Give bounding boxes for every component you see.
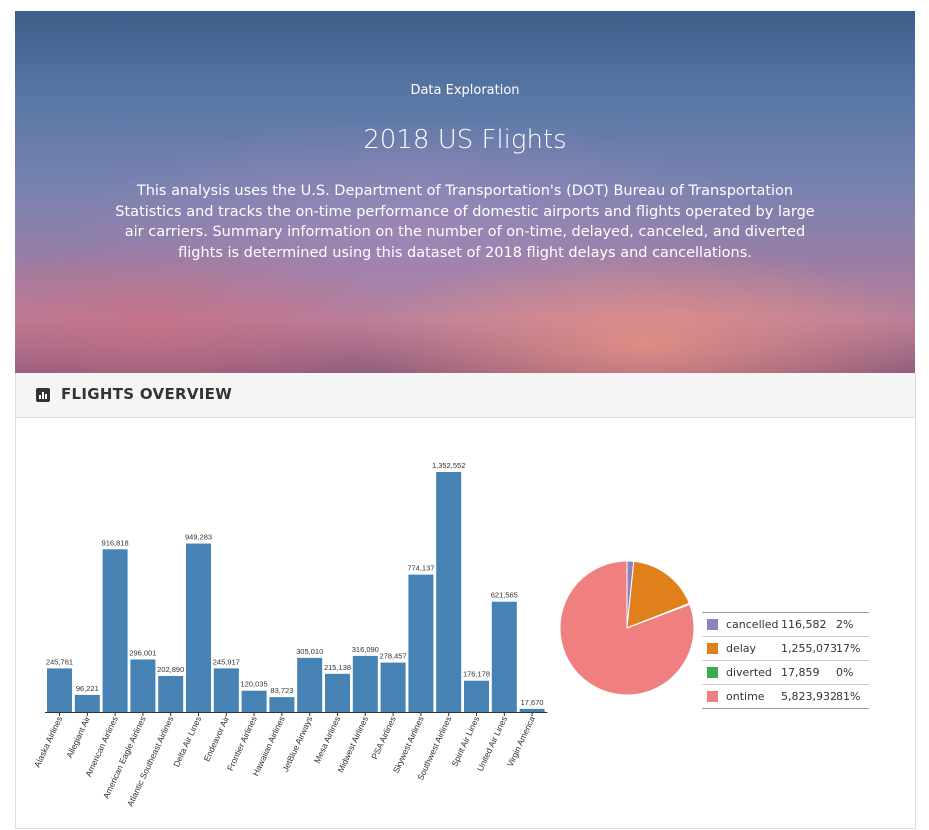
legend-label: diverted	[726, 666, 772, 679]
bar[interactable]	[297, 657, 323, 712]
bar[interactable]	[352, 655, 378, 712]
bar[interactable]	[436, 472, 462, 712]
bar[interactable]	[491, 601, 517, 712]
x-tick-label: Delta Air Lines	[171, 715, 203, 769]
legend-row-diverted[interactable]: diverted 17,859 0%	[702, 660, 869, 684]
bar-value-label: 774,137	[407, 564, 434, 573]
legend-percent: 2%	[836, 618, 854, 631]
x-tick-label: Endeavor Air	[201, 714, 231, 762]
bar[interactable]	[325, 673, 350, 712]
bar[interactable]	[269, 697, 295, 712]
pie-legend: cancelled 116,582 2% delay 1,255,073 17% diver…	[702, 612, 869, 709]
bar[interactable]	[408, 574, 434, 712]
panel-title: FLIGHTS OVERVIEW	[61, 385, 233, 403]
legend-count: 1,255,073	[781, 642, 837, 655]
bar[interactable]	[186, 543, 211, 712]
x-tick-label: JetBlue Airways	[280, 715, 314, 774]
bar-value-label: 245,917	[213, 657, 240, 666]
bar-value-label: 278,457	[380, 652, 407, 661]
bar-value-label: 83,723	[270, 686, 293, 695]
legend-label: delay	[726, 642, 757, 655]
bar[interactable]	[213, 668, 239, 712]
bar-value-label: 316,090	[352, 645, 379, 654]
legend-swatch	[707, 643, 718, 654]
bar[interactable]	[102, 549, 128, 712]
flights-overview-panel: FLIGHTS OVERVIEW	[15, 373, 916, 829]
bar-value-label: 96,221	[76, 684, 99, 693]
bar[interactable]	[380, 662, 406, 712]
hero-subtitle: Data Exploration	[410, 83, 520, 98]
legend-count: 17,859	[781, 666, 820, 679]
legend-count: 116,582	[781, 618, 827, 631]
x-tick-label: Virgin America	[505, 714, 537, 768]
bar-value-label: 296,001	[129, 648, 156, 657]
legend-count: 5,823,932	[781, 690, 837, 703]
legend-label: ontime	[726, 690, 765, 703]
bar[interactable]	[519, 708, 545, 712]
bar-value-label: 916,818	[102, 538, 129, 547]
bar-value-label: 1,352,552	[432, 461, 465, 470]
hero-banner: Data Exploration 2018 US Flights This an…	[15, 11, 915, 373]
bar[interactable]	[241, 690, 267, 712]
bar-value-label: 245,761	[46, 657, 73, 666]
legend-row-delay[interactable]: delay 1,255,073 17%	[702, 636, 869, 660]
bar-value-label: 176,178	[463, 670, 490, 679]
legend-swatch	[707, 619, 718, 630]
hero-title: 2018 US Flights	[363, 125, 567, 155]
bar[interactable]	[74, 694, 100, 712]
bar-value-label: 621,565	[491, 591, 518, 600]
legend-swatch	[707, 667, 718, 678]
hero-description: This analysis uses the U.S. Department o…	[115, 183, 815, 261]
panel-header: FLIGHTS OVERVIEW	[16, 373, 915, 418]
bar[interactable]	[47, 668, 72, 712]
x-tick-label: Mesa Airlines	[312, 715, 342, 765]
bar-value-label: 202,890	[157, 665, 184, 674]
bar-value-label: 17,670	[521, 698, 544, 707]
x-tick-label: Alaska Airlines	[32, 715, 64, 769]
x-tick-label: Spirit Air Lines	[449, 715, 481, 768]
legend-row-ontime[interactable]: ontime 5,823,932 81%	[702, 684, 869, 708]
bar-chart-icon	[36, 388, 50, 402]
bar[interactable]	[464, 680, 489, 712]
bar[interactable]	[158, 675, 184, 712]
bar-value-label: 120,035	[241, 680, 268, 689]
bar-value-label: 215,138	[324, 663, 351, 672]
legend-percent: 17%	[836, 642, 861, 655]
bar[interactable]	[130, 659, 156, 712]
x-tick-label: Allegiant Air	[64, 714, 92, 759]
x-tick-label: Midwest Airlines	[335, 715, 370, 774]
legend-label: cancelled	[726, 618, 779, 631]
bar-value-label: 305,010	[296, 647, 323, 656]
legend-percent: 0%	[836, 666, 854, 679]
bar-value-label: 949,283	[185, 533, 212, 542]
legend-swatch	[707, 691, 718, 702]
legend-percent: 81%	[836, 690, 861, 703]
legend-row-cancelled[interactable]: cancelled 116,582 2%	[702, 613, 869, 636]
x-tick-label: PSA Airlines	[369, 715, 398, 761]
